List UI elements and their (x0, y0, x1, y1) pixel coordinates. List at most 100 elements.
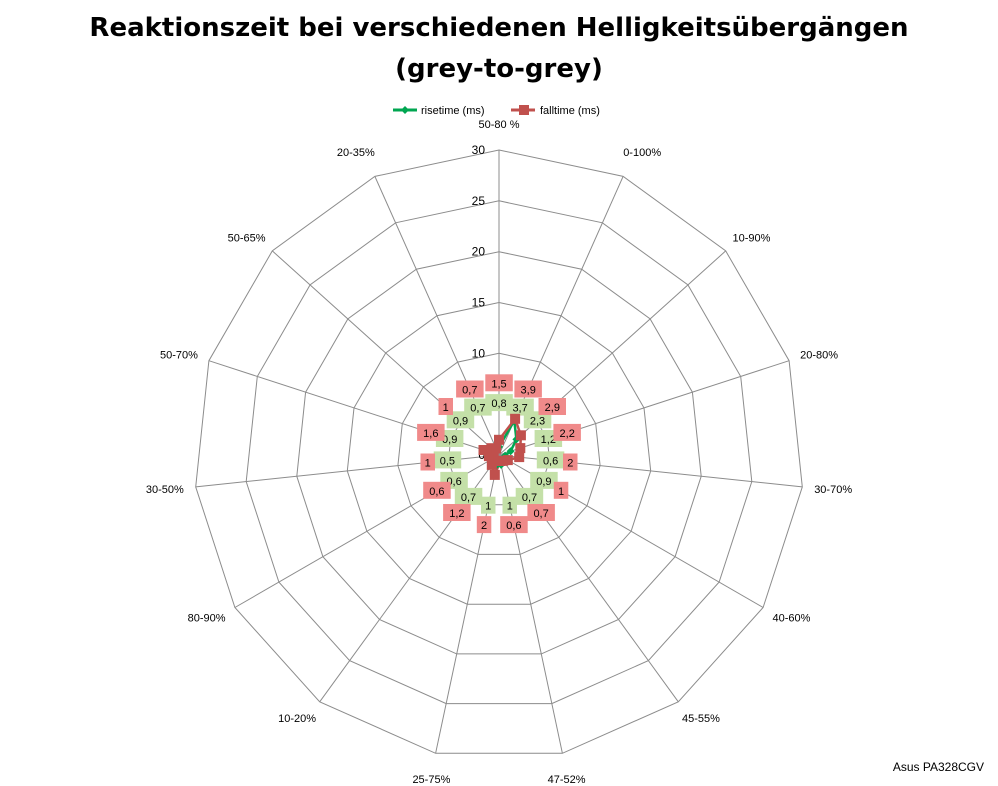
data-label-risetime: 1 (507, 501, 513, 513)
data-label-risetime: 0,7 (522, 492, 537, 504)
data-label-bg (502, 496, 517, 514)
category-label: 0-100% (623, 147, 661, 159)
legend-marker-falltime (519, 105, 529, 115)
category-label: 30-50% (146, 484, 184, 496)
data-label-risetime: 0,9 (536, 476, 551, 488)
category-label: 50-80 % (479, 119, 520, 131)
data-label-risetime: 0,9 (453, 415, 468, 427)
category-labels: 50-80 % 0-100% 10-90% 20-80% 30-70% 40-60% 45-… (146, 119, 852, 786)
data-label-bg (485, 374, 513, 392)
data-label-bg (464, 398, 492, 416)
data-label-bg (523, 411, 552, 429)
data-label-bg (530, 471, 558, 489)
category-label: 30-70% (814, 484, 852, 496)
data-label-bg (443, 504, 471, 521)
data-label-bg (553, 481, 569, 499)
data-label-bg (476, 516, 492, 534)
data-label-falltime: 2 (567, 458, 573, 470)
radial-tick-label: 15 (472, 296, 486, 310)
data-label-falltime: 1,5 (491, 378, 506, 390)
data-point-falltime (486, 459, 497, 470)
data-point-falltime (515, 443, 526, 454)
footer-model-name: Asus PA328CGV (892, 760, 984, 774)
data-label-risetime: 0,9 (442, 434, 457, 446)
data-label-falltime: 1 (558, 486, 564, 498)
category-label: 40-60% (773, 613, 811, 625)
category-label: 10-90% (733, 233, 771, 245)
data-label-bg (454, 487, 483, 505)
data-point-falltime (483, 451, 494, 462)
category-label: 80-90% (188, 613, 226, 625)
category-label: 47-52% (548, 774, 586, 786)
data-point-falltime (491, 443, 502, 454)
data-label-risetime: 0,7 (470, 403, 485, 415)
grid-ring (195, 149, 803, 754)
data-label-falltime: 0,6 (506, 520, 521, 532)
data-point-falltime (489, 469, 500, 480)
legend-marker-risetime (401, 106, 409, 114)
category-label: 25-75% (412, 774, 450, 786)
legend-label-falltime: falltime (ms) (540, 105, 600, 117)
data-label-bg (536, 451, 565, 469)
data-label-falltime: 0,6 (429, 486, 444, 498)
data-label-falltime: 1 (443, 402, 449, 414)
data-point-falltime (514, 452, 525, 463)
category-label: 45-55% (682, 713, 720, 725)
grid-ring (397, 352, 601, 555)
data-point-risetime (506, 447, 515, 456)
radial-tick-label: 10 (472, 346, 486, 360)
data-label-bg (553, 423, 581, 441)
radar-grid (195, 149, 803, 754)
data-label-bg (514, 380, 542, 398)
chart-subtitle: (grey-to-grey) (395, 54, 603, 84)
grid-ring (245, 200, 753, 705)
data-label-risetime: 0,6 (543, 455, 558, 467)
data-label-risetime: 1,2 (541, 434, 556, 446)
chart-legend: risetime (ms) falltime (ms) (393, 105, 600, 117)
data-label-bg (538, 398, 566, 415)
data-label-bg (515, 487, 544, 505)
radial-tick-label: 30 (472, 143, 486, 157)
data-label-falltime: 3,9 (521, 385, 536, 397)
radial-tick-label: 20 (472, 245, 486, 259)
category-label: 10-20% (278, 713, 316, 725)
data-point-falltime (494, 434, 504, 445)
data-label-falltime: 1 (425, 458, 431, 470)
data-label-bg (500, 516, 528, 534)
data-label-falltime: 1,6 (423, 428, 438, 440)
data-label-bg (417, 423, 445, 441)
series-markers (478, 413, 526, 480)
data-label-falltime: 2,9 (545, 402, 560, 414)
data-label-bg (456, 380, 484, 398)
data-label-bg (438, 398, 453, 415)
legend-label-risetime: risetime (ms) (421, 105, 485, 117)
category-label: 50-65% (228, 233, 266, 245)
radial-tick-label: 25 (472, 194, 486, 208)
category-label: 20-80% (800, 350, 838, 362)
data-label-bg (527, 504, 555, 521)
data-label-bg (563, 453, 578, 471)
grid-ring (296, 251, 702, 655)
chart-title: Reaktionszeit bei verschiedenen Helligke… (89, 13, 909, 43)
legend-item-risetime: risetime (ms) (393, 105, 485, 117)
data-label-falltime: 0,7 (462, 385, 477, 397)
category-label: 20-35% (337, 147, 375, 159)
data-label-bg (481, 496, 496, 514)
data-label-risetime: 2,3 (530, 415, 545, 427)
data-label-risetime: 0,7 (461, 492, 476, 504)
data-label-risetime: 0,5 (440, 455, 455, 467)
category-label: 50-70% (160, 350, 198, 362)
grid-ring (346, 301, 652, 605)
data-label-bg (433, 451, 462, 469)
data-label-bg (485, 394, 513, 412)
data-point-falltime (510, 413, 521, 424)
data-labels: 0,8 3,72,31,20,60,90,7110,70,60,50,90,90,… (417, 374, 581, 534)
data-label-falltime: 2,2 (560, 428, 575, 440)
data-label-risetime: 0,8 (491, 398, 506, 410)
data-label-falltime: 2 (481, 520, 487, 532)
data-label-bg (423, 481, 451, 499)
data-label-risetime: 1 (485, 501, 491, 513)
data-point-falltime (478, 445, 489, 455)
legend-item-falltime: falltime (ms) (511, 105, 600, 117)
